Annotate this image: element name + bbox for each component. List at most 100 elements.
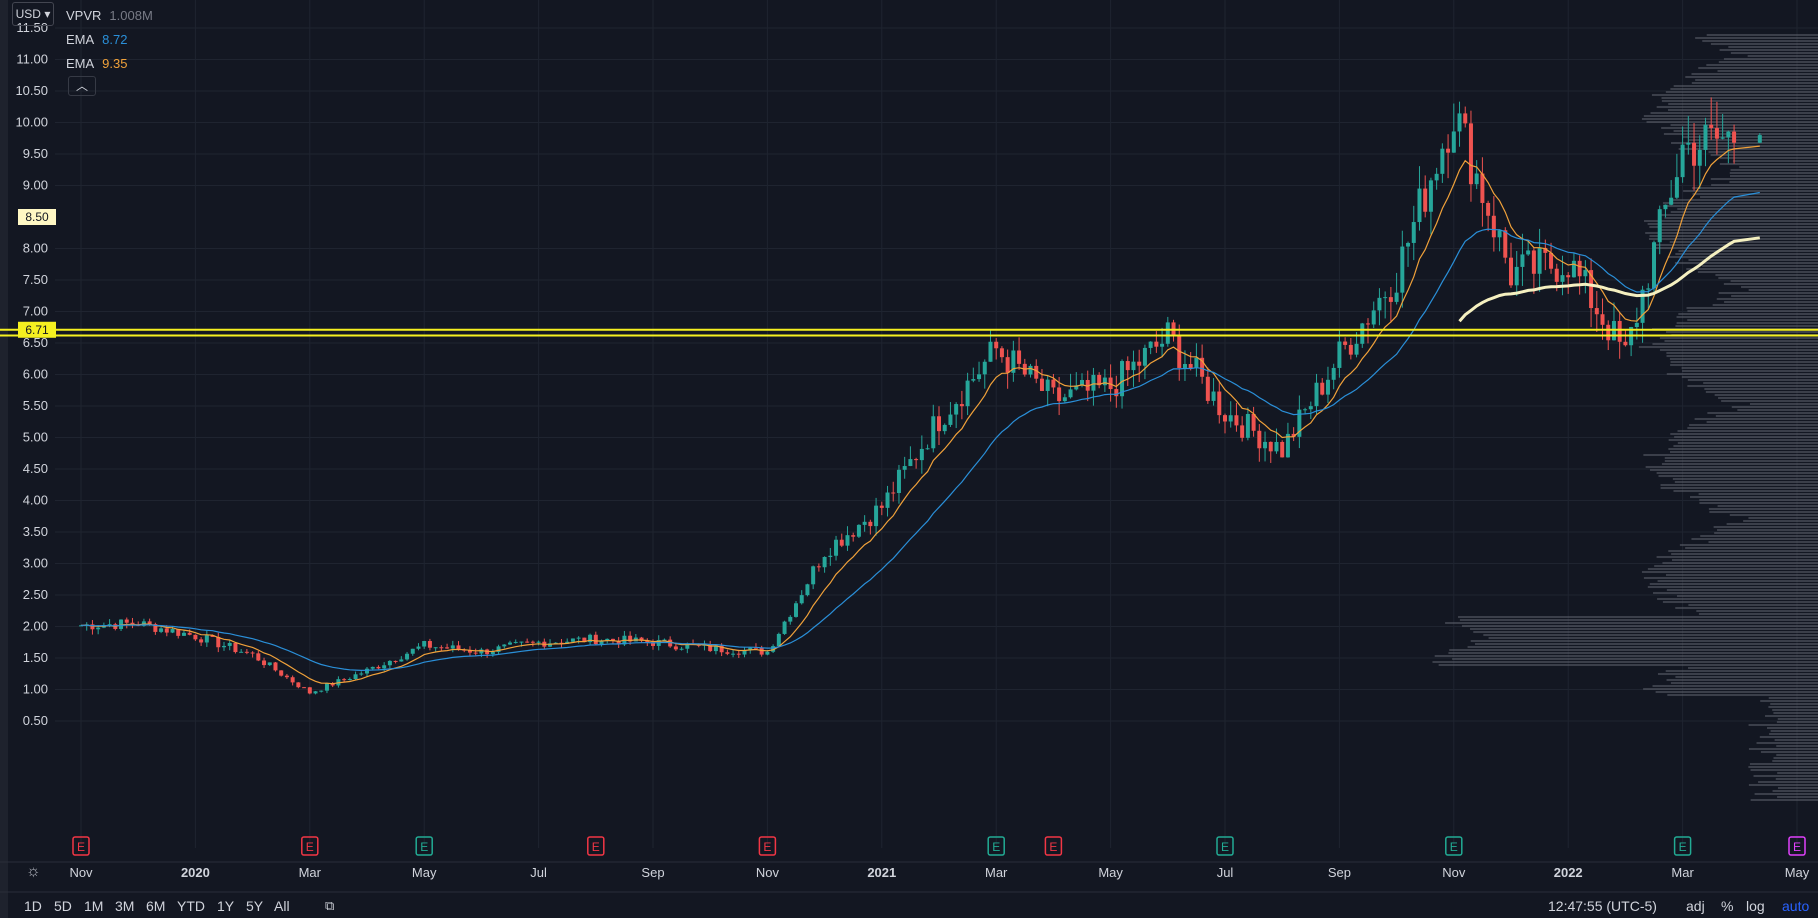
candle-body: [319, 690, 324, 692]
candle-body: [119, 619, 124, 629]
candle-body: [1154, 341, 1159, 347]
candle-body: [1411, 222, 1416, 243]
volume-profile: [1432, 34, 1818, 801]
gear-icon[interactable]: ☼: [26, 863, 41, 880]
volume-bar: [1748, 766, 1818, 768]
volume-bar: [1674, 436, 1818, 438]
earnings-marker: [1673, 836, 1692, 856]
volume-bar: [1663, 133, 1818, 135]
earnings-marker-label: E: [1450, 840, 1458, 854]
candle-body: [216, 636, 221, 648]
candle-body: [1377, 297, 1382, 311]
chevron-up-icon[interactable]: ︿: [68, 76, 96, 96]
volume-bar: [1750, 769, 1818, 771]
timeframe-1m[interactable]: 1M: [84, 898, 104, 914]
y-tick-label: 5.50: [23, 398, 48, 413]
volume-bar: [1717, 529, 1818, 531]
ema-long-line: [1458, 236, 1761, 323]
candle-body: [1320, 382, 1325, 395]
timeframe-all[interactable]: All: [274, 898, 290, 914]
candle-body: [330, 683, 335, 686]
volume-bar: [1698, 67, 1818, 69]
volume-bar: [1750, 799, 1818, 801]
volume-bar: [1691, 538, 1818, 540]
candle-body: [1308, 406, 1313, 410]
option-percent[interactable]: %: [1721, 898, 1734, 914]
volume-bar: [1641, 118, 1818, 120]
candle-body: [1577, 260, 1582, 277]
y-tick-label: 11.00: [16, 52, 48, 67]
timeframe-ytd[interactable]: YTD: [177, 898, 205, 914]
y-tick-label: 1.50: [23, 650, 48, 665]
candle-body: [445, 647, 450, 649]
volume-bar: [1665, 574, 1818, 576]
candle-body: [559, 642, 564, 644]
candle-body: [1165, 322, 1170, 344]
candle-body: [1137, 361, 1142, 366]
option-adj[interactable]: adj: [1686, 898, 1705, 914]
volume-bar: [1714, 394, 1818, 396]
volume-bar: [1728, 46, 1818, 48]
volume-bar: [1723, 58, 1818, 60]
legend-ema-fast[interactable]: EMA 8.72: [66, 28, 153, 52]
candle-body: [788, 616, 793, 622]
currency-selector[interactable]: USD ▾: [12, 2, 54, 26]
x-axis: Nov 2020 Mar May Jul Sep Nov 2021 Mar May Jul Sep No…: [69, 865, 1809, 880]
candle-body: [1417, 188, 1422, 223]
volume-bar: [1649, 469, 1818, 471]
x-tick-label: Sep: [1328, 865, 1351, 880]
candle-body: [868, 521, 873, 527]
volume-bar: [1773, 757, 1818, 759]
candle-body: [204, 635, 209, 643]
timeframe-5y[interactable]: 5Y: [246, 898, 264, 914]
timeframe-6m[interactable]: 6M: [146, 898, 166, 914]
volume-bar: [1652, 244, 1818, 246]
candle-body: [1011, 350, 1016, 373]
candle-body: [456, 645, 461, 650]
volume-bar: [1432, 661, 1818, 663]
legend-ema-slow[interactable]: EMA 9.35: [66, 52, 153, 76]
volume-bar: [1716, 298, 1818, 300]
candle-body: [1125, 361, 1130, 371]
candle-body: [1200, 357, 1205, 377]
volume-bar: [1647, 223, 1818, 225]
volume-bar: [1718, 397, 1818, 399]
volume-bar: [1675, 676, 1818, 678]
volume-bar: [1676, 316, 1818, 318]
volume-bar: [1652, 343, 1818, 345]
timeframe-1y[interactable]: 1Y: [217, 898, 235, 914]
candle-body: [719, 645, 724, 653]
candle-body: [553, 642, 558, 644]
volume-bar: [1754, 793, 1818, 795]
volume-bar: [1676, 322, 1818, 324]
volume-bar: [1650, 112, 1818, 114]
volume-bar: [1710, 43, 1818, 45]
volume-bar: [1655, 691, 1818, 693]
calendar-range-icon[interactable]: ⧉: [325, 898, 335, 913]
timeframe-5d[interactable]: 5D: [54, 898, 72, 914]
volume-bar: [1768, 697, 1818, 699]
left-strip: [0, 0, 8, 918]
candle-body: [1520, 254, 1525, 267]
volume-bar: [1678, 148, 1818, 150]
volume-bar: [1760, 700, 1818, 702]
candle-body: [1354, 343, 1359, 355]
candle-body: [1571, 260, 1576, 278]
x-tick-label: Mar: [985, 865, 1008, 880]
x-tick-label: Nov: [69, 865, 93, 880]
volume-bar: [1772, 709, 1818, 711]
candle-body: [1217, 391, 1222, 416]
option-log[interactable]: log: [1746, 898, 1765, 914]
volume-bar: [1748, 748, 1818, 750]
legend-vpvr[interactable]: VPVR 1.008M: [66, 4, 153, 28]
timeframe-1d[interactable]: 1D: [24, 898, 42, 914]
candle-body: [399, 659, 404, 662]
earnings-marker: [415, 836, 433, 856]
volume-bar: [1683, 190, 1818, 192]
y-tick-label: 7.50: [23, 272, 48, 287]
timeframe-3m[interactable]: 3M: [115, 898, 135, 914]
option-auto[interactable]: auto: [1782, 898, 1810, 914]
candle-body: [324, 683, 329, 691]
candle-body: [1177, 336, 1182, 368]
